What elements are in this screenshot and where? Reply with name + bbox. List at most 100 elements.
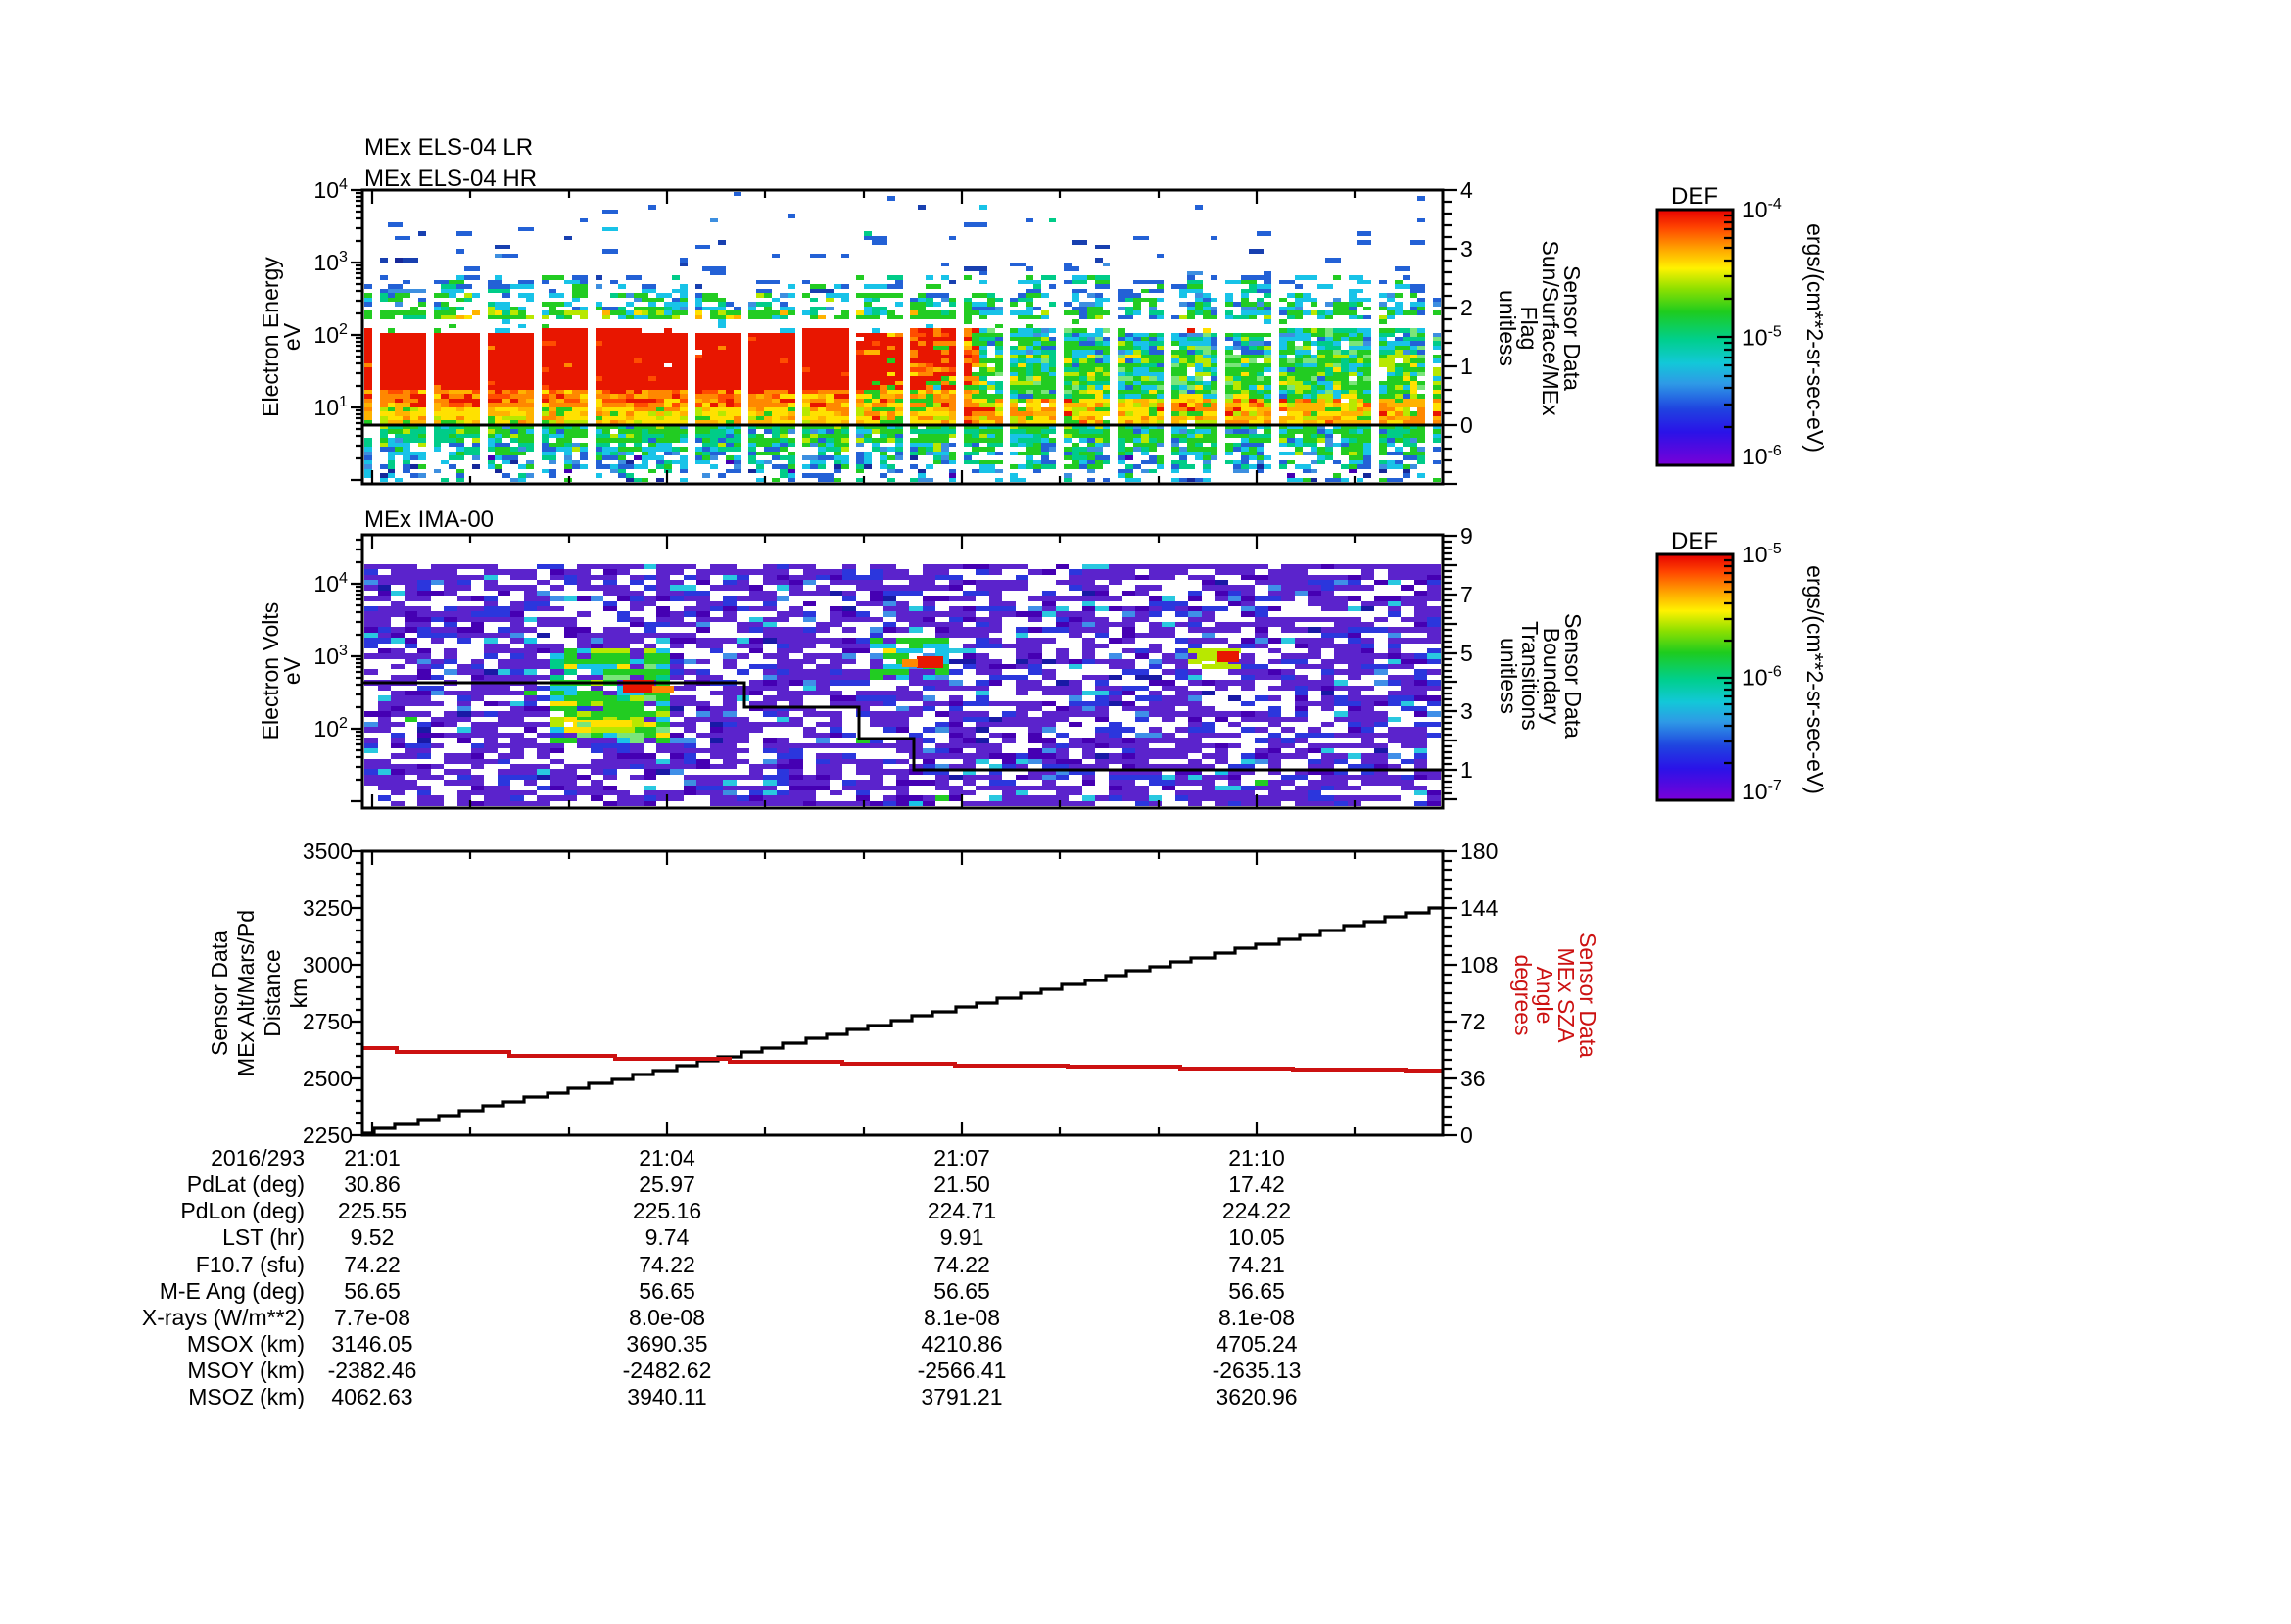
- svg-text:MSOZ (km): MSOZ (km): [188, 1384, 305, 1409]
- svg-text:-2635.13: -2635.13: [1213, 1358, 1302, 1383]
- svg-text:DEF: DEF: [1671, 183, 1718, 210]
- svg-text:2: 2: [1460, 295, 1473, 320]
- svg-text:unitless: unitless: [1495, 290, 1520, 366]
- svg-text:4062.63: 4062.63: [331, 1384, 412, 1409]
- svg-text:1: 1: [1460, 354, 1473, 379]
- svg-text:PdLon (deg): PdLon (deg): [180, 1198, 305, 1223]
- svg-text:25.97: 25.97: [639, 1171, 695, 1197]
- svg-text:km: km: [286, 979, 311, 1009]
- svg-text:DEF: DEF: [1671, 528, 1718, 554]
- svg-text:0: 0: [1460, 412, 1473, 438]
- svg-text:-2382.46: -2382.46: [328, 1358, 417, 1383]
- svg-text:180: 180: [1460, 838, 1498, 864]
- svg-text:3620.96: 3620.96: [1216, 1384, 1297, 1409]
- svg-text:74.21: 74.21: [1228, 1252, 1285, 1277]
- svg-text:9.74: 9.74: [645, 1224, 690, 1250]
- svg-text:56.65: 56.65: [344, 1278, 401, 1304]
- svg-text:-2566.41: -2566.41: [918, 1358, 1007, 1383]
- svg-text:56.65: 56.65: [1228, 1278, 1285, 1304]
- svg-text:3146.05: 3146.05: [331, 1331, 412, 1357]
- svg-text:10: 10: [313, 250, 339, 275]
- svg-text:degrees: degrees: [1510, 954, 1536, 1035]
- svg-text:Transitions: Transitions: [1517, 621, 1543, 731]
- svg-text:Sensor Data: Sensor Data: [1575, 932, 1600, 1058]
- svg-text:MEx IMA-00: MEx IMA-00: [364, 506, 494, 533]
- svg-text:MEx ELS-04 HR: MEx ELS-04 HR: [364, 166, 537, 192]
- svg-text:10: 10: [313, 571, 339, 597]
- svg-text:72: 72: [1460, 1009, 1486, 1034]
- svg-text:21:10: 21:10: [1228, 1145, 1285, 1170]
- svg-text:3500: 3500: [303, 838, 353, 864]
- svg-text:21:01: 21:01: [344, 1145, 401, 1170]
- svg-text:224.71: 224.71: [928, 1198, 996, 1223]
- svg-text:3690.35: 3690.35: [626, 1331, 707, 1357]
- svg-text:unitless: unitless: [1496, 638, 1521, 714]
- svg-text:Electron Energy: Electron Energy: [258, 257, 283, 417]
- svg-text:21:07: 21:07: [933, 1145, 990, 1170]
- svg-text:3: 3: [339, 643, 348, 659]
- svg-text:225.55: 225.55: [338, 1198, 406, 1223]
- svg-text:3: 3: [1460, 698, 1473, 724]
- svg-text:225.16: 225.16: [633, 1198, 701, 1223]
- svg-text:5: 5: [1460, 641, 1473, 666]
- svg-text:Sensor Data: Sensor Data: [1559, 265, 1585, 391]
- svg-text:4: 4: [339, 570, 348, 587]
- svg-text:10-4: 10-4: [1742, 196, 1782, 222]
- svg-text:3: 3: [339, 249, 348, 265]
- svg-text:10: 10: [313, 644, 339, 669]
- svg-text:eV: eV: [279, 322, 305, 351]
- svg-text:21.50: 21.50: [933, 1171, 990, 1197]
- svg-text:56.65: 56.65: [639, 1278, 695, 1304]
- svg-text:2: 2: [339, 715, 348, 732]
- svg-text:ergs/(cm**2-sr-sec-eV): ergs/(cm**2-sr-sec-eV): [1802, 565, 1828, 794]
- svg-text:Sensor Data: Sensor Data: [207, 931, 232, 1056]
- svg-text:2500: 2500: [303, 1066, 353, 1091]
- svg-text:8.0e-08: 8.0e-08: [629, 1305, 705, 1330]
- svg-text:108: 108: [1460, 952, 1498, 978]
- svg-text:3791.21: 3791.21: [921, 1384, 1002, 1409]
- svg-text:Sensor Data: Sensor Data: [1560, 613, 1586, 739]
- svg-text:MSOX (km): MSOX (km): [187, 1331, 305, 1357]
- svg-text:9.52: 9.52: [351, 1224, 395, 1250]
- svg-text:10.05: 10.05: [1228, 1224, 1285, 1250]
- svg-text:56.65: 56.65: [933, 1278, 990, 1304]
- svg-text:9: 9: [1460, 523, 1473, 549]
- svg-text:Sun/Surface/MEx: Sun/Surface/MEx: [1538, 241, 1563, 416]
- svg-text:4: 4: [1460, 177, 1473, 203]
- svg-text:4210.86: 4210.86: [921, 1331, 1002, 1357]
- svg-text:4705.24: 4705.24: [1216, 1331, 1297, 1357]
- svg-text:Electron Volts: Electron Volts: [258, 602, 283, 740]
- svg-text:7: 7: [1460, 582, 1473, 607]
- svg-text:MEx SZA: MEx SZA: [1553, 947, 1579, 1043]
- svg-text:3000: 3000: [303, 952, 353, 978]
- svg-text:144: 144: [1460, 895, 1499, 921]
- svg-text:8.1e-08: 8.1e-08: [1218, 1305, 1295, 1330]
- svg-text:M-E Ang (deg): M-E Ang (deg): [160, 1278, 305, 1304]
- svg-text:Distance: Distance: [260, 949, 285, 1036]
- svg-text:MEx Alt/Mars/Pd: MEx Alt/Mars/Pd: [233, 910, 259, 1076]
- svg-text:Boundary: Boundary: [1539, 628, 1564, 725]
- svg-text:224.22: 224.22: [1222, 1198, 1291, 1223]
- svg-text:74.22: 74.22: [344, 1252, 401, 1277]
- svg-text:MSOY (km): MSOY (km): [187, 1358, 305, 1383]
- svg-text:F10.7 (sfu): F10.7 (sfu): [196, 1252, 305, 1277]
- svg-text:3: 3: [1460, 236, 1473, 262]
- svg-text:10: 10: [313, 322, 339, 348]
- svg-text:2: 2: [339, 321, 348, 338]
- svg-text:2016/293: 2016/293: [211, 1145, 305, 1170]
- svg-text:PdLat (deg): PdLat (deg): [187, 1171, 305, 1197]
- svg-text:1: 1: [339, 394, 348, 410]
- svg-text:17.42: 17.42: [1228, 1171, 1285, 1197]
- svg-text:10: 10: [313, 716, 339, 741]
- svg-text:0: 0: [1460, 1122, 1473, 1148]
- svg-text:Angle: Angle: [1532, 967, 1557, 1025]
- svg-text:eV: eV: [279, 656, 305, 685]
- svg-text:LST (hr): LST (hr): [222, 1224, 305, 1250]
- svg-text:Flag: Flag: [1516, 307, 1542, 351]
- svg-text:2250: 2250: [303, 1122, 353, 1148]
- svg-text:ergs/(cm**2-sr-sec-eV): ergs/(cm**2-sr-sec-eV): [1802, 223, 1828, 453]
- svg-text:8.1e-08: 8.1e-08: [924, 1305, 1000, 1330]
- svg-text:9.91: 9.91: [940, 1224, 984, 1250]
- svg-text:3940.11: 3940.11: [627, 1384, 706, 1409]
- svg-text:3250: 3250: [303, 895, 353, 921]
